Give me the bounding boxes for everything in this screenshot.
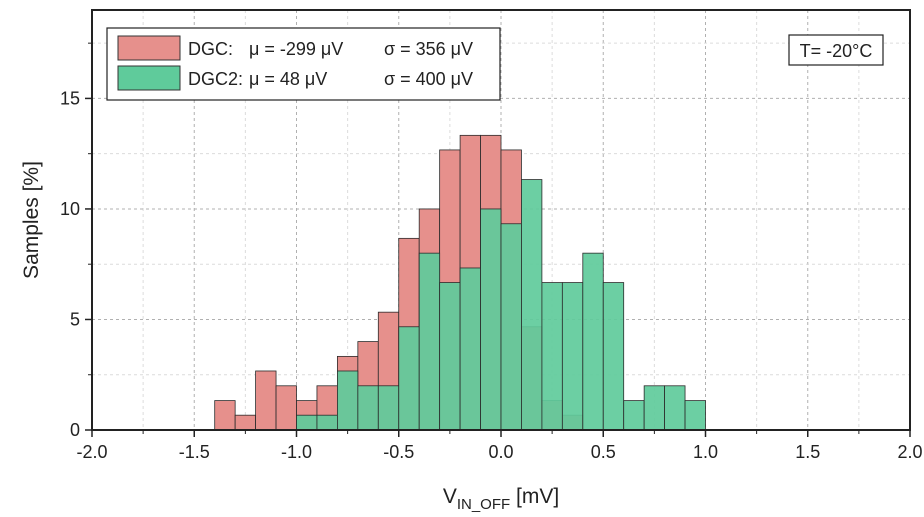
temperature-annotation: T= -20°C bbox=[788, 34, 884, 66]
y-tick-label: 0 bbox=[70, 420, 80, 440]
dgc2-bar bbox=[357, 385, 379, 431]
y-axis-ticks: 0 5 10 15 bbox=[60, 42, 92, 440]
dgc2-bar bbox=[418, 252, 441, 431]
x-tick-label: 0.5 bbox=[591, 442, 616, 462]
dgc2-bar bbox=[336, 370, 359, 431]
y-tick-label: 10 bbox=[60, 199, 80, 219]
dgc2-bar bbox=[398, 326, 420, 431]
x-axis-ticks: -2.0 -1.5 -1.0 -0.5 0.0 0.5 1.0 1.5 2.0 bbox=[76, 430, 923, 462]
legend-swatch-dgc2 bbox=[117, 65, 181, 91]
legend-label-dgc2: DGC2: bbox=[188, 69, 243, 89]
y-tick-label: 15 bbox=[60, 88, 80, 108]
x-tick-label: 2.0 bbox=[897, 442, 922, 462]
dgc2-bar bbox=[623, 400, 645, 431]
dgc2-bar bbox=[500, 223, 522, 431]
dgc-bar bbox=[255, 370, 277, 431]
dgc2-bar bbox=[602, 282, 625, 431]
dgc2-bar bbox=[296, 414, 318, 431]
series-dgc2-bars bbox=[296, 179, 706, 431]
x-tick-label: -1.5 bbox=[179, 442, 210, 462]
dgc2-bar bbox=[664, 385, 686, 431]
dgc2-bar bbox=[541, 282, 563, 431]
legend-sigma-dgc2: σ = 400 μV bbox=[384, 69, 473, 89]
legend-label-dgc: DGC: bbox=[188, 39, 233, 59]
dgc2-bar bbox=[316, 414, 338, 431]
legend-swatch-dgc bbox=[117, 35, 181, 61]
legend: DGC: μ = -299 μV σ = 356 μV DGC2: μ = 48… bbox=[106, 27, 501, 101]
annotation-text: T= -20°C bbox=[800, 41, 873, 61]
dgc2-bar bbox=[643, 385, 666, 431]
x-tick-label: -0.5 bbox=[383, 442, 414, 462]
x-tick-label: -2.0 bbox=[76, 442, 107, 462]
dgc2-bar bbox=[561, 282, 584, 431]
y-axis-title: Samples [%] bbox=[20, 161, 43, 279]
annotation-box bbox=[788, 34, 884, 66]
dgc2-bar bbox=[459, 267, 481, 431]
dgc2-bar bbox=[480, 208, 502, 431]
x-tick-label: -1.0 bbox=[281, 442, 312, 462]
y-tick-label: 5 bbox=[70, 309, 80, 329]
legend-mu-dgc2: μ = 48 μV bbox=[249, 69, 327, 89]
dgc-bar bbox=[275, 385, 297, 431]
legend-sigma-dgc: σ = 356 μV bbox=[384, 39, 473, 59]
dgc2-bar bbox=[439, 282, 461, 431]
dgc2-bar bbox=[684, 400, 706, 431]
x-tick-label: 1.5 bbox=[795, 442, 820, 462]
dgc2-bar bbox=[521, 179, 543, 431]
dgc2-bar bbox=[377, 385, 400, 431]
dgc2-bar bbox=[582, 252, 604, 431]
x-tick-label: 0.0 bbox=[488, 442, 513, 462]
dgc-bar bbox=[234, 414, 256, 431]
x-tick-label: 1.0 bbox=[693, 442, 718, 462]
legend-mu-dgc: μ = -299 μV bbox=[249, 39, 343, 59]
dgc-bar bbox=[214, 400, 236, 431]
x-axis-title-subscript: IN_OFF bbox=[457, 496, 510, 513]
x-axis-title: VIN_OFF [mV] bbox=[443, 485, 559, 513]
